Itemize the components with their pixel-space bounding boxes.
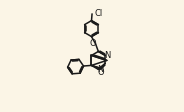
Text: Cl: Cl	[94, 9, 102, 18]
Text: O: O	[90, 39, 96, 48]
Text: N: N	[105, 51, 111, 60]
Text: N: N	[98, 65, 104, 74]
Text: O: O	[98, 68, 104, 77]
